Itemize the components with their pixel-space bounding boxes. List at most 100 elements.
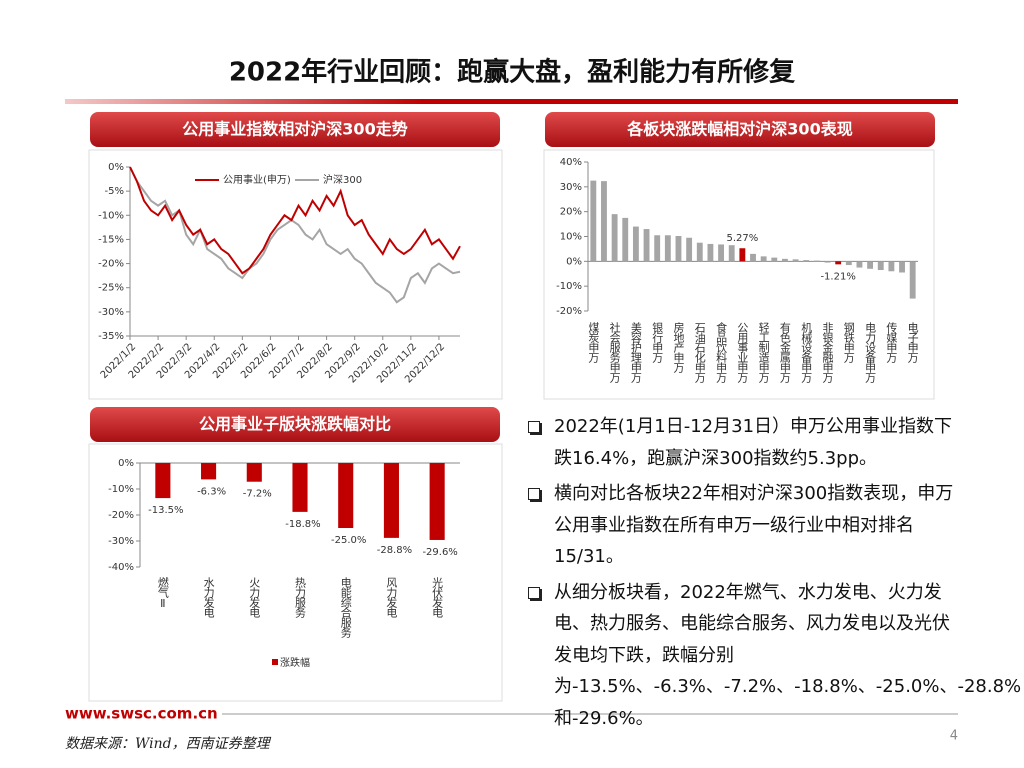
bar (728, 245, 735, 262)
y-tick-label: 20% (560, 207, 582, 218)
bar (429, 463, 445, 540)
bullet-text: 从细分板块看，2022年燃气、水力发电、火力发电、热力服务、电能综合服务、风力发… (554, 581, 1022, 729)
bar (845, 261, 852, 266)
bar (718, 244, 724, 262)
value-label: -28.8% (377, 545, 412, 556)
bar (877, 261, 884, 271)
bar (155, 463, 171, 499)
value-label: -1.21% (820, 271, 855, 282)
x-tick-label: 光伏发电 (431, 576, 444, 618)
value-label: -6.3% (197, 486, 226, 497)
y-tick-label: -40% (108, 562, 134, 573)
line-series (129, 166, 461, 304)
x-tick-label: 电子申万 (906, 322, 919, 363)
x-tick-label: 有色金属申万 (778, 321, 791, 383)
bullet-icon (528, 421, 540, 433)
bullet-text: 2022年(1月1日-12月31日）申万公用事业指数下跌16.4%，跑赢沪深30… (554, 416, 953, 469)
value-label: -13.5% (148, 505, 183, 516)
value-label: -25.0% (331, 535, 366, 546)
bar (246, 463, 262, 482)
x-tick-label: 轻工制造申万 (757, 321, 770, 383)
value-label: -18.8% (285, 519, 320, 530)
x-tick-label: 银行申万 (651, 321, 664, 363)
bar (750, 253, 756, 262)
bar (643, 229, 650, 262)
bar (654, 235, 661, 262)
bar (622, 217, 629, 262)
x-tick-label: 公用事业申万 (736, 322, 749, 383)
y-tick-label: -20% (98, 259, 124, 270)
bar (856, 261, 863, 268)
bar (792, 259, 799, 262)
value-label: 5.27% (726, 233, 758, 244)
y-tick-label: -20% (556, 306, 582, 317)
bar (292, 463, 308, 512)
y-tick-label: -30% (108, 536, 134, 547)
bar (632, 226, 639, 262)
bar (707, 243, 714, 262)
value-label: -7.2% (243, 489, 272, 500)
legend-label: 公用事业(申万) (223, 173, 291, 186)
x-tick-label: 社会服务申万 (608, 321, 621, 383)
bullet-icon (528, 586, 540, 599)
y-tick-label: -30% (98, 307, 124, 318)
x-tick-label: 房地产申万 (672, 322, 685, 373)
bar (201, 463, 217, 480)
x-tick-label: 热力服务 (294, 577, 307, 618)
bullet: 2022年(1月1日-12月31日）申万公用事业指数下跌16.4%，跑赢沪深30… (526, 411, 966, 474)
page-number: 4 (950, 729, 958, 744)
bar (835, 261, 842, 265)
bar (590, 180, 597, 262)
bar (601, 181, 607, 262)
bar (909, 261, 916, 299)
panel-header (545, 112, 935, 147)
bullet-list: 2022年(1月1日-12月31日）申万公用事业指数下跌16.4%，跑赢沪深30… (526, 411, 1021, 738)
y-tick-label: -20% (108, 510, 134, 521)
x-tick-label: 燃气Ⅱ (156, 576, 169, 609)
panel-title: 各板块涨跌幅相对沪深300表现 (626, 120, 852, 139)
bar (686, 237, 693, 262)
x-tick-label: 电能综合服务 (339, 577, 352, 638)
bar (696, 242, 703, 262)
x-tick-label: 食品饮料申万 (715, 321, 728, 383)
bar (338, 463, 354, 528)
panel-frame (88, 443, 503, 702)
y-tick-label: 30% (560, 182, 582, 193)
slide-title: 2022年行业回顾：跑赢大盘，盈利能力有所修复 (229, 57, 796, 88)
x-tick-label: 非银金融申万 (821, 322, 834, 383)
panel-header (90, 407, 500, 442)
bar (813, 260, 820, 262)
y-tick-label: 0% (566, 256, 582, 267)
y-tick-label: 10% (560, 232, 582, 243)
bullet-text: 横向对比各板块22年相对沪深300指数表现，申万公用事业指数在所有申万一级行业中… (554, 483, 954, 567)
x-tick-label: 美容护理申万 (629, 322, 642, 383)
bar (888, 261, 895, 272)
source: 数据来源：Wind，西南证券整理 (65, 736, 272, 752)
legend-label: 沪深300 (323, 173, 362, 186)
bullet: 横向对比各板块22年相对沪深300指数表现，申万公用事业指数在所有申万一级行业中… (526, 478, 966, 573)
panel-title: 公用事业子版块涨跌幅对比 (199, 415, 391, 434)
x-tick-label: 传媒申万 (885, 322, 898, 363)
y-tick-label: 40% (560, 157, 582, 168)
x-tick-label: 煤炭申万 (587, 322, 600, 363)
title-rule (65, 99, 958, 104)
y-tick-label: -10% (108, 484, 134, 495)
x-tick-label: 钢铁申万 (842, 322, 855, 363)
line-series (129, 166, 461, 275)
x-tick-label: 机械设备申万 (800, 321, 813, 383)
panel-frame (543, 149, 935, 400)
value-label: -29.6% (422, 547, 457, 558)
panel-frame (88, 149, 503, 400)
legend-label: 涨跌幅 (280, 656, 310, 669)
y-tick-label: -10% (556, 281, 582, 292)
x-tick-label: 石油石化申万 (693, 322, 706, 383)
bar (611, 214, 618, 262)
bar (803, 260, 810, 262)
y-tick-label: -5% (105, 186, 124, 197)
bar (664, 235, 671, 262)
y-tick-label: -25% (98, 283, 124, 294)
bar (824, 261, 831, 263)
bar (760, 256, 767, 262)
y-tick-label: 0% (108, 162, 124, 173)
